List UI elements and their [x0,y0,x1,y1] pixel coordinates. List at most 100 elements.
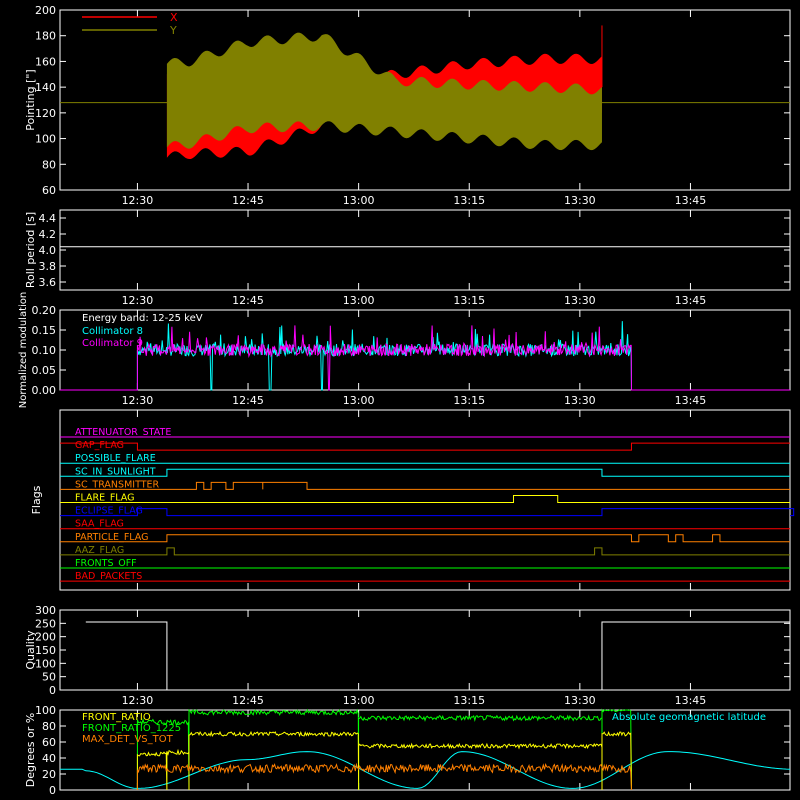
y-tick-label: 4.4 [39,212,57,225]
geomagnetic-latitude-series [60,751,791,789]
flag-label: FRONTS_OFF [75,558,137,569]
y-tick-label: 40 [42,752,56,765]
flag-trace [60,534,790,543]
y-tick-label: 0.15 [32,324,57,337]
flag-trace [60,468,790,477]
y-tick-label: 4.0 [39,244,57,257]
flag-label: ATTENUATOR_STATE [75,427,171,438]
flag-label: SC_IN_SUNLIGHT [75,466,156,477]
y-tick-label: 50 [42,671,56,684]
x-tick-label: 13:45 [675,294,707,307]
modulation-panel: 0.00 0.05 0.10 0.15 0.20 12:30 12:45 13:00 13:15… [18,292,791,409]
legend-label: X [170,11,178,24]
y-tick-label: 100 [35,657,56,670]
x-tick-label: 12:45 [232,694,264,707]
y-axis-label: Quality [24,630,37,670]
y-tick-label: 60 [42,736,56,749]
energy-band-annotation: Energy band: 12-25 keV [82,313,203,324]
y-tick-label: 80 [42,158,56,171]
pointing-panel: 60 80 100 120 140 160 180 200 12:30 12:45 13:00 13:… [24,4,791,207]
legend-label: FRONT_RATIO_1225 [82,723,181,734]
x-tick-label: 12:30 [122,194,154,207]
x-tick-label: 13:00 [343,294,375,307]
flag-trace [60,508,795,517]
x-tick-label: 12:45 [232,394,264,407]
front-ratio-1225-series [136,708,632,791]
legend-label: MAX_DET_VS_TOT [82,734,174,745]
y-tick-label: 0 [49,784,56,797]
y-tick-label: 20 [42,768,56,781]
max-det-vs-tot-series [136,762,632,791]
y-tick-label: 60 [42,184,56,197]
panel-frame [59,709,791,791]
panel-frame [59,209,791,291]
flag-label: ECLIPSE_FLAG [75,506,143,517]
flag-label: BAD_PACKETS [75,571,142,582]
x-tick-label: 13:15 [453,194,485,207]
legend-label: Collimator 9 [82,338,143,349]
flag-label: SAA_FLAG [75,519,124,530]
front-ratio-series [136,730,632,791]
y-tick-label: 100 [35,133,56,146]
flag-label: POSSIBLE_FLARE [75,453,156,464]
flag-trace [60,495,790,503]
flag-label: SC_TRANSMITTER [75,479,160,490]
flag-label: PARTICLE_FLAG [75,532,148,543]
y-axis-label: Pointing ["] [24,69,37,130]
y-axis-label: Flags [30,485,43,514]
x-tick-label: 13:15 [453,294,485,307]
y-tick-label: 300 [35,604,56,617]
x-tick-label: 13:00 [343,194,375,207]
x-tick-label: 12:30 [122,694,154,707]
flag-trace [60,481,790,490]
x-tick-label: 13:45 [675,694,707,707]
y-tick-label: 0 [49,684,56,697]
y-tick-label: 180 [35,30,56,43]
panel-frame [59,9,791,191]
y-tick-label: 200 [35,4,56,17]
series-y-envelope [166,32,602,151]
y-tick-label: 0.20 [32,304,57,317]
x-tick-label: 12:45 [232,194,264,207]
y-tick-label: 120 [35,107,56,120]
flag-label: AAZ_FLAG [75,545,124,556]
x-tick-label: 12:30 [122,394,154,407]
legend-label: FRONT_RATIO [82,712,151,723]
x-tick-label: 13:30 [564,694,596,707]
flag-label: FLARE_FLAG [75,493,135,504]
panel-frame [59,409,791,591]
y-axis-label: Roll period [s] [24,212,37,288]
x-tick-label: 13:00 [343,394,375,407]
x-tick-label: 13:00 [343,694,375,707]
x-tick-label: 12:30 [122,294,154,307]
y-tick-label: 200 [35,631,56,644]
x-tick-label: 13:45 [675,394,707,407]
legend-label: Y [169,24,177,37]
collimator-9-series [60,325,790,391]
flag-trace [60,547,790,556]
roll-period-panel: 3.6 3.8 4.0 4.2 4.4 12:30 12:45 13:00 13:15 13:30… [24,209,791,307]
x-tick-label: 13:15 [453,694,485,707]
y-tick-label: 3.8 [39,260,57,273]
y-axis-label: Normalized modulation [18,292,29,409]
y-tick-label: 160 [35,55,56,68]
quality-series [85,621,790,691]
y-tick-label: 4.2 [39,228,57,241]
legend-label: Collimator 8 [82,326,143,337]
y-axis-label: Degrees or % [24,713,37,787]
y-tick-label: 0.10 [32,344,57,357]
x-tick-label: 13:30 [564,394,596,407]
y-tick-label: 0.00 [32,384,57,397]
flag-trace [60,442,790,451]
x-tick-label: 13:15 [453,394,485,407]
x-tick-label: 12:45 [232,294,264,307]
x-tick-label: 13:30 [564,194,596,207]
legend-label: Absolute geomagnetic latitude [612,712,766,723]
y-tick-label: 250 [35,617,56,630]
y-tick-label: 80 [42,720,56,733]
collimator-8-series [60,321,790,391]
y-tick-label: 100 [35,704,56,717]
